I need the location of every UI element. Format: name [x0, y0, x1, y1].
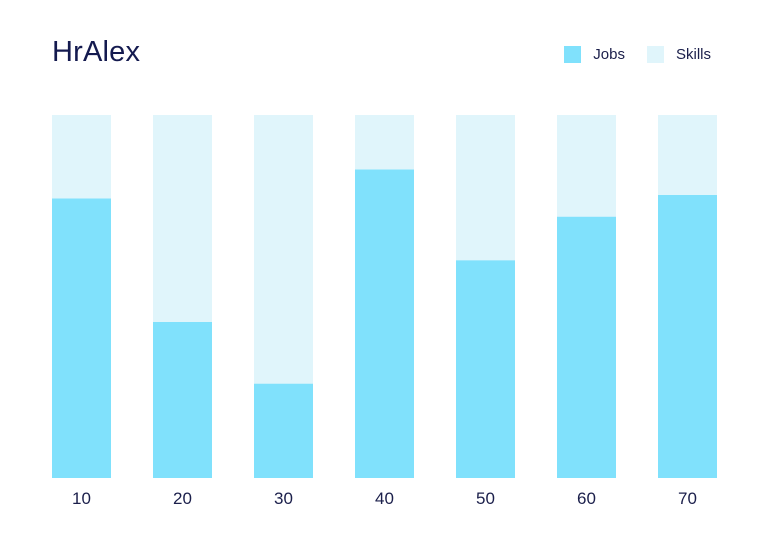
legend-label-skills: Skills: [675, 46, 711, 63]
bar-skills-50: [456, 115, 515, 261]
bar-skills-60: [557, 115, 616, 217]
chart-legend: Jobs Skills: [564, 46, 711, 63]
x-tick-label-40: 40: [375, 489, 394, 508]
x-tick-label-50: 50: [476, 489, 495, 508]
legend-item-skills: Skills: [646, 46, 711, 63]
bar-skills-70: [658, 115, 717, 195]
x-tick-label-20: 20: [173, 489, 192, 508]
x-tick-label-70: 70: [678, 489, 697, 508]
bar-jobs-60: [557, 216, 616, 478]
bar-jobs-50: [456, 260, 515, 478]
bar-jobs-70: [658, 194, 717, 479]
legend-swatch-skills: [646, 46, 664, 63]
bar-skills-20: [153, 115, 212, 322]
legend-swatch-jobs: [564, 46, 582, 63]
bar-jobs-10: [52, 198, 111, 479]
bar-jobs-30: [254, 383, 313, 478]
bar-skills-10: [52, 115, 111, 199]
bar-jobs-20: [153, 321, 212, 478]
bar-skills-40: [355, 115, 414, 170]
legend-label-jobs: Jobs: [593, 46, 625, 63]
bar-skills-30: [254, 115, 313, 384]
chart-title: HrAlex: [52, 36, 141, 68]
legend-item-jobs: Jobs: [564, 46, 625, 63]
x-tick-label-30: 30: [274, 489, 293, 508]
x-tick-label-10: 10: [72, 489, 91, 508]
bar-jobs-40: [355, 169, 414, 478]
x-tick-label-60: 60: [577, 489, 596, 508]
